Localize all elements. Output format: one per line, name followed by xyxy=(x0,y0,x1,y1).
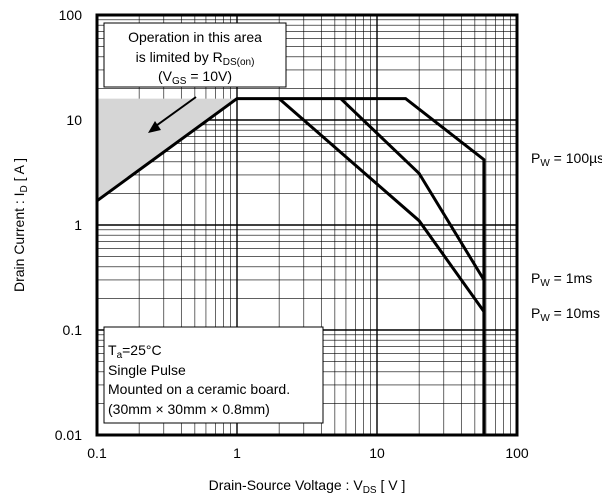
conditions-box xyxy=(103,326,324,424)
pulse-width-labels: PW = 100µs PW = 1ms PW = 10ms xyxy=(531,150,602,324)
x-tick-label: 0.1 xyxy=(87,445,107,461)
x-axis-label: Drain-Source Voltage : VDS [ V ] xyxy=(209,477,406,496)
conditions-annotation: Ta=25°C Single Pulse Mounted on a cerami… xyxy=(103,326,324,424)
series-line-100us xyxy=(96,97,486,435)
rds-annotation-line1: Operation in this area xyxy=(128,29,262,45)
pw-label-10ms: PW = 10ms xyxy=(531,305,600,324)
y-tick-label: 0.01 xyxy=(55,427,82,443)
pw-label-100us: PW = 100µs xyxy=(531,150,602,169)
x-tick-label: 10 xyxy=(369,445,385,461)
y-tick-labels: 0.01 0.1 1 10 100 xyxy=(55,7,82,443)
pw-label-1ms: PW = 1ms xyxy=(531,270,592,289)
rds-annotation-arrow xyxy=(152,96,197,129)
series-layer xyxy=(96,97,486,435)
rds-annotation-line2: is limited by RDS(on) xyxy=(136,49,255,68)
y-tick-label: 10 xyxy=(66,112,82,128)
conditions-board: Mounted on a ceramic board. xyxy=(108,381,290,397)
y-tick-label: 1 xyxy=(74,217,82,233)
series-line-10ms xyxy=(278,97,486,313)
rds-annotation-line3: (VGS = 10V) xyxy=(158,68,232,87)
rds-annotation-box xyxy=(103,22,287,88)
rds-annotation-arrowhead xyxy=(148,121,161,133)
conditions-temperature: Ta=25°C xyxy=(108,342,162,361)
x-tick-label: 100 xyxy=(505,445,529,461)
x-tick-labels: 0.1 1 10 100 xyxy=(87,445,529,461)
conditions-pulse: Single Pulse xyxy=(108,362,186,378)
y-axis-label: Drain Current : ID [ A ] xyxy=(11,158,30,292)
plot-frame xyxy=(95,13,519,437)
rds-limit-annotation: Operation in this area is limited by RDS… xyxy=(103,22,287,133)
y-tick-label: 0.1 xyxy=(63,322,83,338)
conditions-dimensions: (30mm × 30mm × 0.8mm) xyxy=(108,401,270,417)
y-tick-label: 100 xyxy=(59,7,83,23)
x-tick-label: 1 xyxy=(233,445,241,461)
series-line-1ms xyxy=(339,97,486,281)
